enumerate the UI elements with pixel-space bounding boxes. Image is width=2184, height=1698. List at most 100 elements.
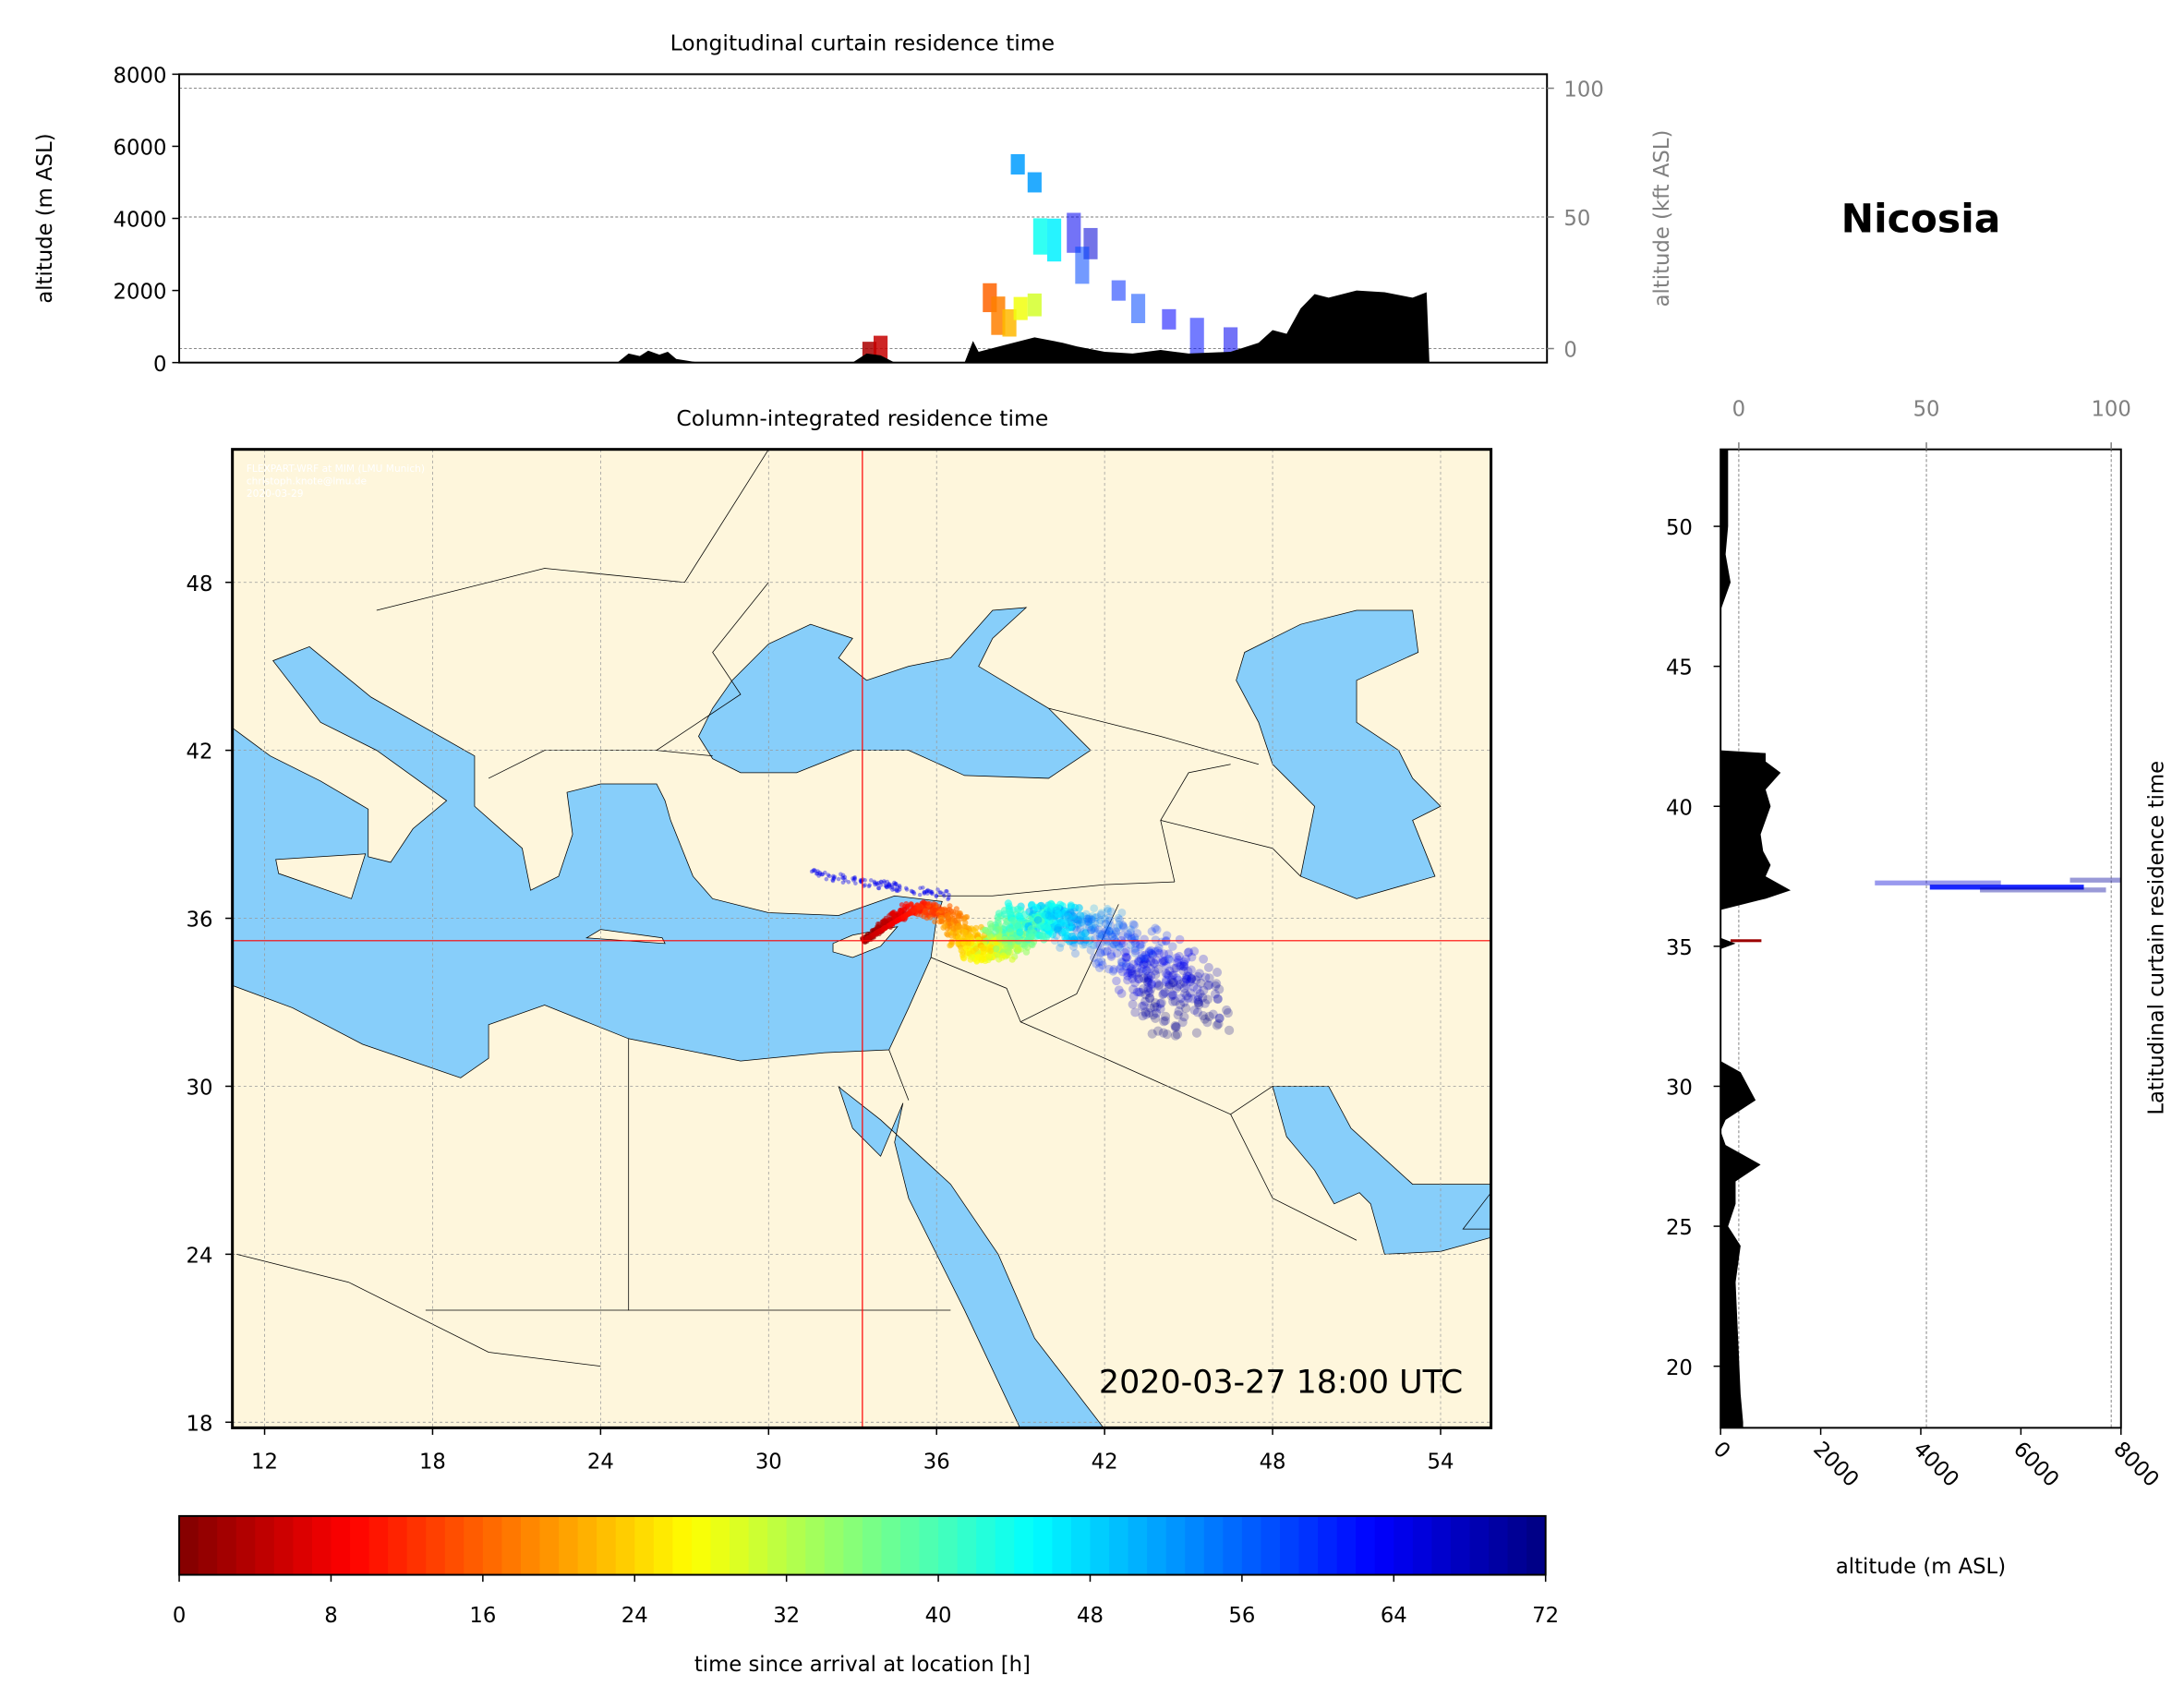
- colorbar-swatch: [995, 1515, 1015, 1575]
- plume-particle: [1152, 1008, 1162, 1018]
- plume-particle: [858, 878, 863, 884]
- plume-particle: [832, 874, 838, 880]
- plume-particle: [922, 890, 926, 895]
- colorbar: 0 8 16 24 32 40 48 56 64 72 time since arrival at…: [173, 1514, 1559, 1677]
- colorbar-swatch: [1318, 1515, 1338, 1575]
- plume-particle: [1211, 981, 1221, 991]
- plume-particle: [1095, 919, 1104, 928]
- plume-particle: [1171, 983, 1181, 994]
- plume-particle: [889, 885, 895, 889]
- longitudinal-residence-strip: [1111, 280, 1126, 301]
- plume-particle: [1169, 963, 1179, 973]
- plume-particle: [895, 885, 900, 889]
- plume-particle: [1146, 948, 1156, 957]
- plume-particle: [1000, 910, 1008, 919]
- plume-particle: [1165, 980, 1176, 990]
- plume-particle: [1152, 925, 1162, 934]
- plume-particle: [1160, 1016, 1170, 1026]
- plume-particle: [1179, 997, 1189, 1007]
- colorbar-swatch: [748, 1515, 768, 1575]
- plume-particle: [1161, 969, 1171, 979]
- colorbar-swatch: [1489, 1515, 1509, 1575]
- plume-particle: [1189, 946, 1200, 957]
- plume-particle: [1118, 931, 1128, 940]
- plume-particle: [1164, 949, 1174, 959]
- plume-particle: [927, 914, 934, 921]
- plume-particle: [878, 880, 884, 885]
- plume-particle: [985, 953, 993, 960]
- plume-particle: [1141, 965, 1152, 975]
- plume-particle: [1200, 998, 1210, 1008]
- map-panel: Column-integrated residence time FLEXPAR…: [186, 405, 1493, 1474]
- plume-particle: [950, 925, 957, 932]
- plume-particle: [1193, 997, 1203, 1007]
- map-xtick-label: 30: [755, 1450, 782, 1474]
- plume-particle: [1089, 924, 1098, 933]
- plume-particle: [893, 881, 898, 886]
- plume-particle: [889, 921, 896, 927]
- plume-particle: [975, 936, 983, 944]
- plume-particle: [1089, 941, 1098, 950]
- plume-particle: [1091, 923, 1100, 933]
- map-ytick-label: 30: [186, 1077, 212, 1101]
- plume-particle: [1106, 950, 1116, 959]
- longitudinal-ticks: 0 2000 4000 6000 8000 0 50 100: [114, 64, 1604, 376]
- colorbar-swatch: [464, 1515, 484, 1575]
- plume-particle: [1068, 932, 1076, 941]
- plume-particle: [1147, 927, 1156, 936]
- plume-particle: [1150, 966, 1160, 976]
- plume-particle: [1104, 928, 1114, 937]
- plume-particle: [1214, 1013, 1225, 1023]
- country-border: [656, 582, 769, 751]
- plume-particle: [1189, 1006, 1200, 1016]
- plume-particle: [979, 954, 986, 961]
- plume-particle: [1076, 911, 1085, 920]
- plume-particle: [1173, 957, 1182, 968]
- plume-particle: [1122, 946, 1131, 956]
- longitudinal-ytick-label: 6000: [114, 137, 167, 161]
- plume-particle: [945, 889, 949, 894]
- plume-particle: [1142, 974, 1152, 983]
- plume-particle: [1128, 992, 1139, 1001]
- plume-particle: [1044, 911, 1054, 920]
- plume-particle: [1204, 973, 1214, 983]
- colorbar-swatch: [881, 1515, 901, 1575]
- colorbar-swatch: [786, 1515, 806, 1575]
- plume-particle: [816, 873, 821, 878]
- plume-particle: [1214, 984, 1225, 994]
- country-border: [888, 1049, 910, 1101]
- plume-particle: [1130, 944, 1140, 953]
- plume-particle: [1202, 994, 1213, 1005]
- plume-particle: [1000, 952, 1008, 959]
- plume-particle: [1140, 1007, 1151, 1018]
- plume-particle: [1101, 914, 1109, 923]
- plume-particle: [1090, 926, 1099, 935]
- plume-particle: [1147, 979, 1156, 989]
- colorbar-swatch: [1090, 1515, 1110, 1575]
- plume-particle: [1084, 917, 1093, 926]
- plume-particle: [1175, 951, 1184, 961]
- plume-particle: [1116, 957, 1126, 967]
- plume-particle: [903, 885, 909, 891]
- plume-particle: [1125, 968, 1135, 977]
- plume-particle: [1113, 922, 1122, 933]
- plume-particle: [1135, 957, 1144, 966]
- plume-particle: [1187, 974, 1196, 983]
- plume-particle: [1092, 912, 1102, 921]
- plume-particle: [1104, 907, 1113, 916]
- plume-particle: [1191, 1028, 1202, 1038]
- plume-particle: [930, 889, 935, 895]
- longitudinal-ytick-right-label: 0: [1563, 339, 1576, 363]
- colorbar-swatch: [691, 1515, 712, 1575]
- plume-particle: [1104, 926, 1115, 936]
- plume-particle: [1172, 973, 1182, 982]
- colorbar-tick-label: 8: [324, 1604, 337, 1628]
- plume-particle: [972, 945, 980, 952]
- plume-particle: [882, 880, 887, 885]
- plume-particle: [1155, 999, 1165, 1008]
- plume-particle: [1086, 945, 1095, 955]
- plume-particle: [955, 933, 962, 941]
- colorbar-swatch: [273, 1515, 294, 1575]
- plume-particle: [1199, 985, 1209, 995]
